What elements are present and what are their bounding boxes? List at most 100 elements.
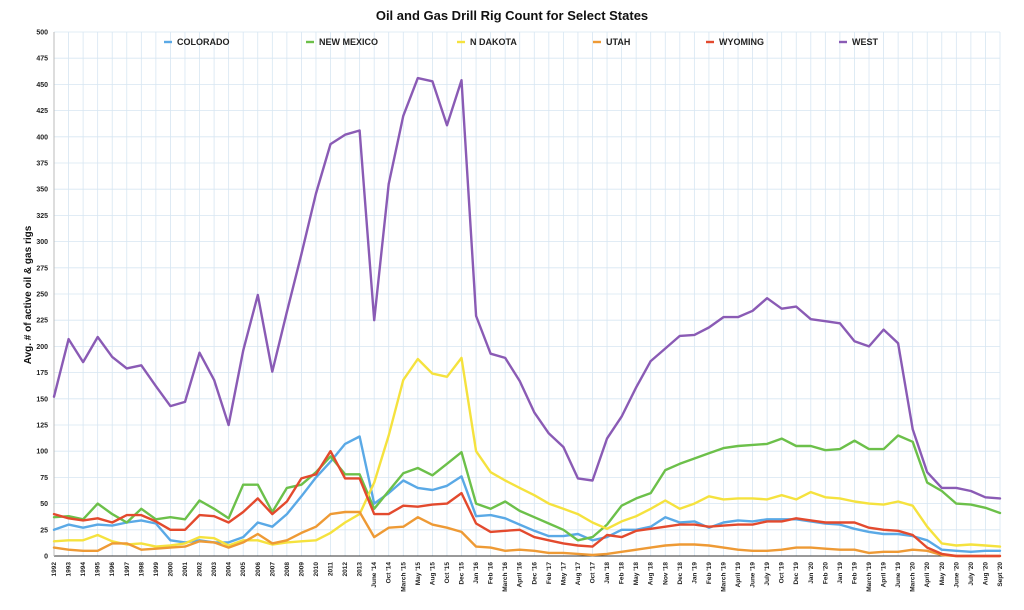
data-point — [504, 549, 507, 552]
data-point — [358, 435, 361, 438]
data-point — [300, 477, 303, 480]
data-point — [955, 502, 958, 505]
data-point — [358, 511, 361, 513]
data-point — [111, 540, 114, 543]
data-point — [373, 536, 376, 539]
data-point — [504, 357, 507, 359]
data-point — [824, 547, 827, 550]
y-tick-label: 375 — [36, 161, 48, 168]
data-point — [344, 477, 346, 480]
data-point — [882, 328, 885, 331]
data-point — [868, 502, 870, 505]
data-point — [67, 523, 70, 526]
data-point — [984, 506, 987, 509]
x-tick-label: 1994 — [80, 562, 87, 577]
data-point — [446, 375, 448, 378]
x-tick-label: April '20 — [924, 562, 931, 588]
data-point — [184, 545, 186, 548]
x-tick-label: 2005 — [240, 562, 247, 577]
y-axis-label: Avg. # of active oil & gas rigs — [23, 225, 34, 364]
data-point — [591, 545, 594, 548]
data-point — [926, 471, 929, 474]
data-point — [911, 440, 914, 443]
data-point — [795, 498, 798, 501]
data-point — [96, 549, 99, 552]
data-point — [620, 550, 623, 553]
data-point — [475, 502, 477, 505]
data-point — [911, 534, 914, 536]
x-tick-label: Jan '19 — [691, 562, 698, 584]
data-point — [853, 340, 856, 343]
x-tick-label: 2002 — [197, 562, 204, 577]
data-point — [431, 474, 434, 477]
y-tick-label: 175 — [36, 370, 48, 377]
data-point — [140, 514, 143, 517]
data-point — [300, 495, 303, 498]
data-point — [562, 551, 565, 554]
x-tick-label: March '15 — [400, 562, 407, 592]
data-point — [227, 544, 230, 547]
data-point — [518, 548, 521, 551]
data-point — [140, 507, 143, 510]
data-point — [111, 542, 114, 545]
data-point — [387, 526, 390, 529]
data-point — [722, 546, 725, 549]
data-point — [504, 517, 507, 520]
data-point — [358, 473, 361, 476]
data-point — [329, 450, 332, 453]
data-point — [53, 395, 55, 398]
data-point — [256, 539, 259, 542]
data-point — [533, 516, 536, 519]
data-point — [489, 546, 492, 549]
x-tick-label: Oct '17 — [589, 562, 596, 584]
data-point — [795, 445, 798, 447]
data-point — [853, 500, 856, 503]
data-point — [373, 513, 376, 515]
data-point — [664, 499, 667, 502]
data-point — [285, 500, 288, 503]
series-line — [52, 434, 1002, 542]
data-point — [285, 539, 288, 542]
data-point — [125, 542, 128, 545]
data-point — [169, 539, 172, 542]
data-point — [373, 502, 376, 505]
x-tick-label: 1996 — [109, 562, 116, 577]
data-point — [96, 517, 99, 520]
data-point — [737, 316, 739, 318]
data-point — [809, 445, 812, 447]
data-point — [824, 521, 827, 524]
data-point — [926, 525, 929, 528]
x-tick-label: Feb '16 — [488, 562, 495, 585]
data-point — [562, 542, 565, 545]
data-point — [213, 515, 215, 518]
data-point — [315, 476, 317, 479]
data-point — [940, 490, 943, 492]
x-tick-label: 2006 — [255, 562, 262, 577]
legend-label: COLORADO — [177, 37, 230, 47]
data-point — [969, 543, 972, 546]
data-point — [67, 517, 70, 520]
legend-item: NEW MEXICO — [306, 37, 378, 47]
data-point — [504, 479, 507, 482]
data-point — [999, 545, 1001, 548]
data-point — [766, 520, 769, 523]
data-point — [547, 502, 550, 505]
y-tick-label: 200 — [36, 344, 48, 351]
data-point — [489, 352, 492, 355]
data-point — [533, 529, 536, 532]
x-tick-label: May '15 — [415, 562, 422, 586]
x-tick-label: 2004 — [226, 562, 233, 577]
x-tick-label: June '20 — [953, 562, 960, 588]
data-point — [431, 372, 434, 375]
data-point — [766, 518, 769, 521]
data-point — [460, 79, 463, 82]
data-point — [839, 521, 841, 524]
data-point — [344, 511, 346, 513]
data-point — [969, 490, 972, 492]
data-point — [460, 530, 463, 533]
data-point — [329, 532, 332, 534]
data-point — [416, 77, 419, 80]
data-point — [955, 486, 958, 489]
series-line — [52, 450, 1002, 558]
data-point — [329, 455, 332, 458]
